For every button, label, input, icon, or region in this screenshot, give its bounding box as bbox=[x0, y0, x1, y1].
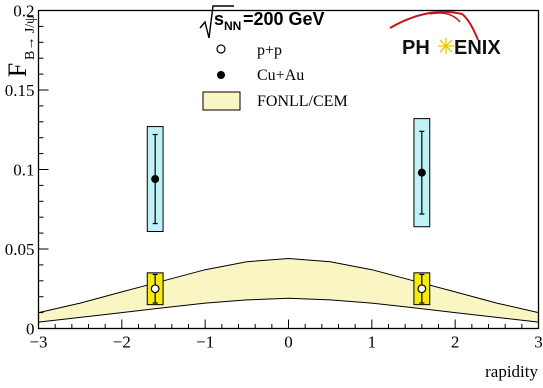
x-tick-label: 2 bbox=[451, 333, 460, 352]
cuau-point bbox=[151, 175, 160, 184]
logo-text-right: ENIX bbox=[454, 37, 501, 59]
energy-s: s bbox=[214, 9, 224, 29]
y-tick-label: 0.05 bbox=[5, 240, 35, 259]
y-axis-title: F B→ J/ψ bbox=[3, 15, 38, 77]
band-upper-edge bbox=[38, 257, 539, 314]
logo-arc-tail bbox=[429, 12, 461, 23]
x-axis-title: rapidity bbox=[485, 362, 538, 381]
y-tick-label: 0 bbox=[26, 320, 35, 339]
band-lower-edge bbox=[38, 297, 539, 323]
legend-pp-label: p+p bbox=[257, 42, 282, 59]
legend: p+p Cu+Au FONLL/CEM bbox=[202, 42, 348, 111]
tick-labels: −3 −2 −1 0 1 2 3 0 0.05 0.1 0.15 0.2 bbox=[5, 2, 543, 352]
sqrt-sign bbox=[199, 5, 234, 39]
legend-cuau-marker bbox=[217, 71, 225, 79]
logo-text-left: PH bbox=[402, 37, 430, 59]
legend-band-label: FONLL/CEM bbox=[257, 93, 348, 110]
x-tick-label: 0 bbox=[284, 333, 293, 352]
energy-label: s NN =200 GeV bbox=[199, 5, 325, 39]
x-tick-label: 1 bbox=[368, 333, 377, 352]
legend-pp-marker bbox=[216, 44, 226, 54]
legend-band-swatch bbox=[202, 91, 241, 111]
pp-point bbox=[417, 284, 427, 294]
x-tick-label: −1 bbox=[196, 333, 214, 352]
ticks bbox=[38, 10, 539, 329]
legend-cuau-label: Cu+Au bbox=[257, 67, 304, 84]
energy-value: =200 GeV bbox=[243, 9, 325, 29]
y-tick-label: 0.15 bbox=[5, 81, 35, 100]
phenix-logo: PH ENIX bbox=[389, 10, 501, 59]
pp-point bbox=[150, 284, 160, 294]
fonll-cem-band bbox=[38, 257, 539, 323]
y-axis-title-sub: B→ J/ψ bbox=[23, 15, 38, 60]
y-axis-title-main: F bbox=[3, 63, 32, 77]
logo-arc bbox=[389, 10, 479, 41]
x-tick-label: −2 bbox=[113, 333, 131, 352]
y-tick-label: 0.1 bbox=[13, 161, 34, 180]
x-tick-label: 3 bbox=[534, 333, 543, 352]
y-tick-label: 0.2 bbox=[13, 2, 34, 21]
band-fill bbox=[38, 258, 539, 323]
data-points bbox=[150, 130, 427, 304]
x-tick-label: −3 bbox=[29, 333, 47, 352]
energy-nn: NN bbox=[224, 19, 241, 33]
cuau-point bbox=[417, 168, 426, 177]
logo-star-icon bbox=[438, 38, 454, 54]
